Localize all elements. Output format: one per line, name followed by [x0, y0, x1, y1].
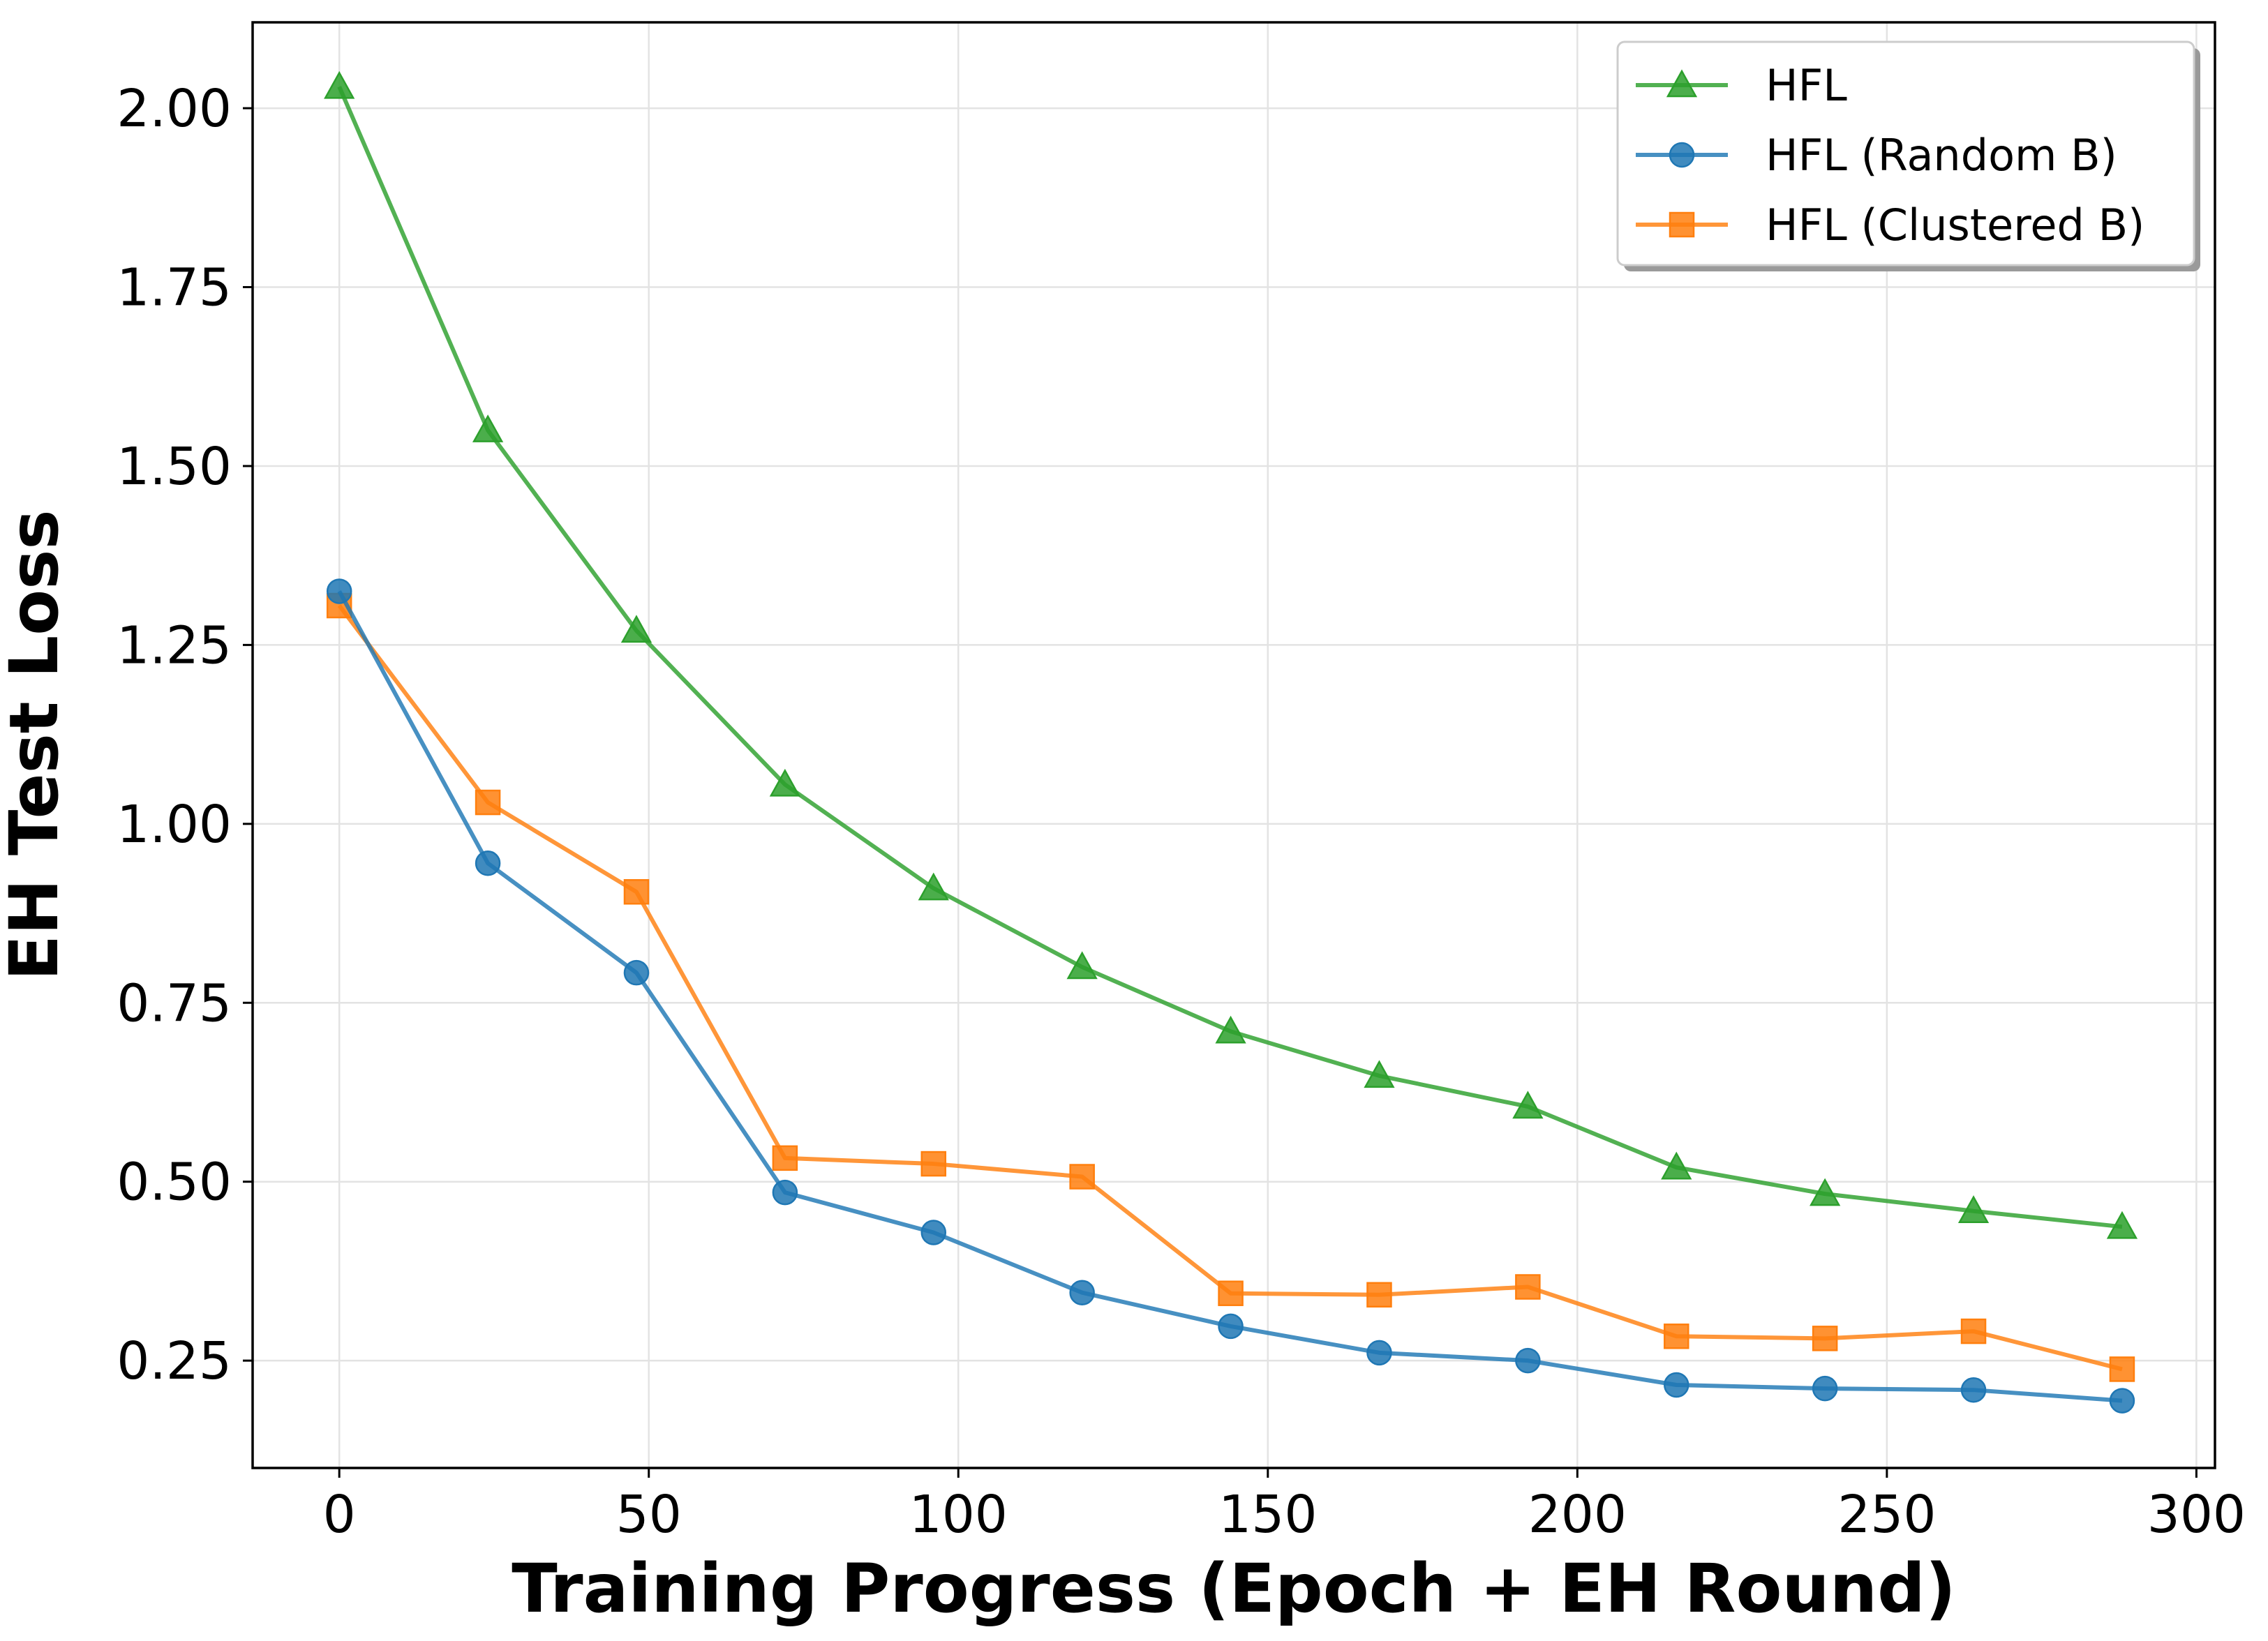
- data-point-hfl: [1215, 1015, 1246, 1044]
- data-point-hfl: [1512, 1091, 1544, 1119]
- y-tick-label: 2.00: [117, 79, 232, 139]
- legend-label-hfl-clustered-b: HFL (Clustered B): [1766, 200, 2144, 250]
- data-point-hfl-clustered-b: [1069, 1164, 1095, 1190]
- data-point-hfl: [324, 70, 355, 99]
- data-point-hfl-random-b: [1812, 1375, 1838, 1402]
- series-hfl: [324, 70, 2138, 1239]
- y-tick-label: 1.00: [117, 795, 232, 855]
- legend-box: [1616, 40, 2195, 267]
- data-point-hfl-clustered-b: [475, 789, 501, 816]
- data-point-hfl-random-b: [920, 1220, 947, 1245]
- data-point-hfl-random-b: [1960, 1377, 1987, 1403]
- data-point-hfl: [2106, 1211, 2138, 1239]
- data-point-hfl-random-b: [1366, 1340, 1392, 1366]
- data-point-hfl: [472, 414, 504, 442]
- data-point-hfl-clustered-b: [772, 1145, 798, 1171]
- y-tick-label: 1.75: [117, 258, 232, 318]
- data-point-hfl: [1661, 1151, 1692, 1180]
- data-point-hfl-clustered-b: [1218, 1280, 1244, 1306]
- data-point-hfl-clustered-b: [1515, 1274, 1541, 1300]
- data-point-hfl-clustered-b: [2109, 1356, 2135, 1382]
- data-point-hfl-clustered-b: [1960, 1318, 1987, 1344]
- legend-label-hfl: HFL: [1766, 60, 1847, 111]
- data-point-hfl: [620, 615, 652, 643]
- data-point-hfl-random-b: [1515, 1347, 1541, 1374]
- series-layer: [324, 70, 2138, 1414]
- series-hfl-clustered-b: [326, 592, 2135, 1382]
- data-point-hfl-random-b: [1664, 1372, 1689, 1398]
- data-point-hfl-clustered-b: [1664, 1324, 1689, 1349]
- data-point-hfl: [1957, 1195, 1990, 1224]
- y-tick-label: 1.50: [117, 437, 232, 497]
- y-tick-label: 0.25: [117, 1331, 232, 1391]
- legend-label-hfl-random-b: HFL (Random B): [1766, 130, 2117, 181]
- x-tick-label: 100: [909, 1485, 1008, 1545]
- x-axis-title: Training Progress (Epoch + EH Round): [512, 1550, 1955, 1628]
- series-hfl-random-b: [326, 578, 2135, 1414]
- data-point-hfl-random-b: [326, 578, 352, 604]
- legend-marker-hfl-clustered-b: [1669, 211, 1695, 238]
- legend-marker-hfl: [1666, 69, 1698, 98]
- data-point-hfl: [1810, 1178, 1841, 1206]
- x-tick-label: 250: [1837, 1485, 1936, 1545]
- data-point-hfl-clustered-b: [920, 1151, 947, 1177]
- data-point-hfl: [918, 872, 949, 901]
- x-tick-label: 50: [616, 1485, 682, 1545]
- data-point-hfl: [769, 768, 801, 797]
- legend: HFL HFL (Random B) HFL (Clustered B): [1616, 40, 2200, 271]
- x-tick-label: 0: [323, 1485, 356, 1545]
- data-point-hfl-random-b: [1218, 1313, 1244, 1340]
- y-tick-label: 0.50: [117, 1153, 232, 1213]
- data-point-hfl-clustered-b: [1812, 1326, 1838, 1351]
- grid: [253, 22, 2215, 1468]
- data-point-hfl-random-b: [475, 850, 501, 876]
- x-tick-label: 150: [1218, 1485, 1317, 1545]
- data-point-hfl-random-b: [2109, 1388, 2135, 1414]
- data-point-hfl-random-b: [772, 1179, 798, 1206]
- data-point-hfl: [1066, 951, 1098, 980]
- data-point-hfl: [1364, 1060, 1395, 1088]
- axis-ticks: 0 50 100 150 200 250 300 0.25 0.50 0.75 1.00 1.25 1.…: [117, 79, 2246, 1545]
- data-point-hfl-clustered-b: [1366, 1282, 1392, 1308]
- data-point-hfl-clustered-b: [623, 879, 650, 905]
- y-axis-title: EH Test Loss: [0, 509, 73, 980]
- y-tick-label: 1.25: [117, 615, 232, 675]
- y-tick-label: 0.75: [117, 973, 232, 1033]
- x-tick-label: 300: [2147, 1485, 2246, 1545]
- plot-frame: [251, 21, 2216, 1469]
- x-tick-label: 200: [1528, 1485, 1627, 1545]
- legend-marker-hfl-random-b: [1669, 142, 1695, 168]
- data-point-hfl-random-b: [1069, 1280, 1095, 1305]
- data-point-hfl-random-b: [623, 959, 650, 986]
